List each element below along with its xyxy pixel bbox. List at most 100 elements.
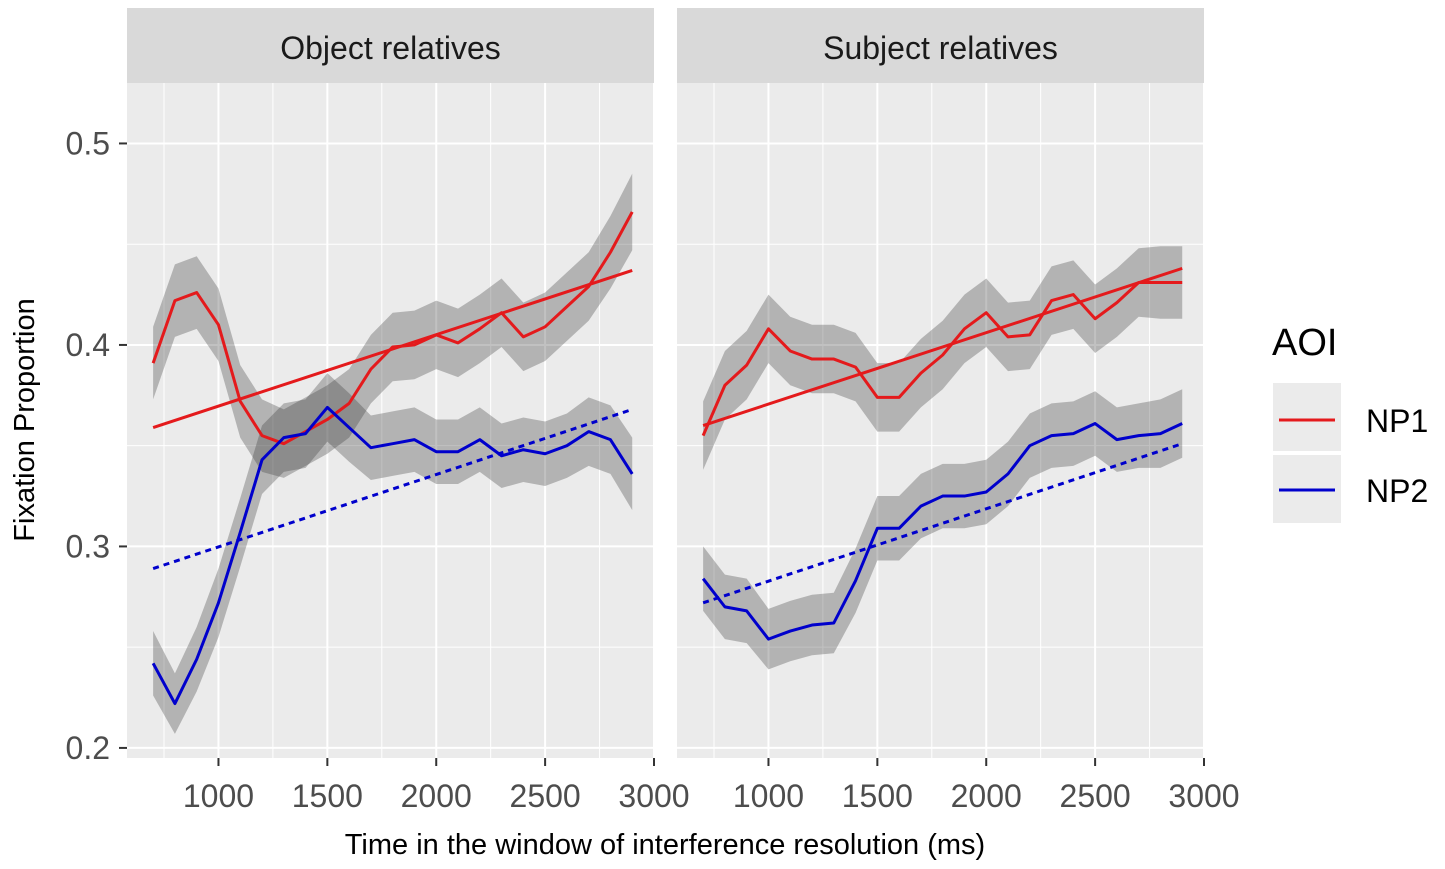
ribbon-np1-subject-relatives	[703, 246, 1183, 470]
data-point-np1	[565, 305, 568, 308]
data-point-np2	[391, 442, 394, 445]
data-point-np2	[876, 527, 879, 530]
data-point-np2	[702, 577, 705, 580]
panel-object-relatives: Object relatives	[127, 8, 655, 758]
data-point-np2	[435, 450, 438, 453]
y-tick-label: 0.5	[66, 125, 110, 161]
data-point-np1	[832, 358, 835, 361]
data-point-np1	[919, 372, 922, 375]
x-tick-label: 2500	[510, 778, 581, 814]
data-point-np2	[1007, 472, 1010, 475]
data-point-np1	[1007, 335, 1010, 338]
legend-key-np1	[1273, 383, 1341, 451]
data-point-np2	[1159, 432, 1162, 435]
series-line-np2-subject-relatives	[701, 422, 1183, 641]
data-point-np2	[457, 450, 460, 453]
data-point-np2	[195, 658, 198, 661]
data-point-np1	[282, 442, 285, 445]
y-axis-title: Fixation Proportion	[9, 298, 41, 541]
data-point-np2	[304, 432, 307, 435]
series-line-np1-subject-relatives	[701, 280, 1183, 437]
data-point-np2	[587, 430, 590, 433]
data-point-np2	[217, 601, 220, 604]
x-tick-label: 2000	[401, 778, 472, 814]
x-tick-label: 3000	[618, 778, 689, 814]
data-point-np1	[723, 384, 726, 387]
data-point-np1	[239, 400, 242, 403]
data-point-np1	[587, 285, 590, 288]
data-point-np2	[261, 458, 264, 461]
data-point-np2	[919, 505, 922, 508]
data-point-np2	[173, 702, 176, 705]
data-point-np1	[941, 354, 944, 357]
data-point-np2	[1094, 422, 1097, 425]
data-point-np1	[898, 396, 901, 399]
data-point-np2	[745, 609, 748, 612]
fit-line-np2-object-relatives	[152, 407, 633, 571]
series-line-np2-object-relatives	[151, 405, 634, 706]
y-axis: 0.2 0.3 0.4 0.5	[66, 125, 127, 766]
x-axis-object-relatives: 1000 1500 2000 2500 3000	[183, 758, 690, 814]
data-point-np2	[789, 630, 792, 633]
fit-line-np1-subject-relatives	[702, 266, 1183, 427]
panel-subject-relatives-marks	[677, 83, 1205, 758]
legend: AOI NP1 NP2	[1272, 322, 1428, 523]
x-tick-label: 1500	[292, 778, 363, 814]
data-point-np1	[522, 335, 525, 338]
ribbon-np2-subject-relatives	[703, 389, 1183, 670]
panel-subject-relatives-title: Subject relatives	[823, 30, 1058, 66]
data-point-np1	[217, 323, 220, 326]
series-line-np1-object-relatives	[151, 211, 634, 446]
data-point-np1	[702, 434, 705, 437]
data-point-np1	[544, 325, 547, 328]
panel-subject-relatives-background	[677, 83, 1204, 758]
panel-object-relatives-strip	[127, 8, 654, 83]
x-tick-label: 1000	[183, 778, 254, 814]
y-tick-label: 0.2	[66, 730, 110, 766]
data-point-np1	[631, 210, 634, 213]
data-point-np1	[413, 343, 416, 346]
panel-object-relatives-background	[127, 83, 654, 758]
data-point-np1	[348, 402, 351, 405]
data-point-np1	[261, 434, 264, 437]
x-axis-title: Time in the window of interference resol…	[345, 829, 985, 861]
data-point-np1	[767, 327, 770, 330]
data-point-np1	[478, 327, 481, 330]
data-point-np1	[152, 362, 155, 365]
data-point-np2	[609, 438, 612, 441]
data-point-np2	[832, 622, 835, 625]
x-tick-label: 1000	[733, 778, 804, 814]
data-point-np1	[745, 364, 748, 367]
panel-object-relatives-marks	[127, 83, 655, 758]
data-point-np1	[1050, 299, 1053, 302]
data-point-np2	[282, 436, 285, 439]
y-tick-label: 0.3	[66, 528, 110, 564]
data-point-np2	[963, 495, 966, 498]
legend-label-np1: NP1	[1366, 403, 1428, 439]
data-point-np1	[1137, 281, 1140, 284]
data-point-np2	[631, 472, 634, 475]
data-point-np1	[500, 311, 503, 314]
data-point-np2	[1050, 434, 1053, 437]
x-axis-subject-relatives: 1000 1500 2000 2500 3000	[733, 758, 1240, 814]
data-point-np2	[522, 448, 525, 451]
data-point-np2	[1181, 422, 1184, 425]
x-tick-label: 2000	[951, 778, 1022, 814]
data-point-np1	[391, 345, 394, 348]
data-point-np1	[609, 251, 612, 254]
data-point-np1	[457, 341, 460, 344]
data-point-np2	[326, 406, 329, 409]
data-point-np2	[811, 624, 814, 627]
data-point-np2	[565, 444, 568, 447]
data-point-np2	[1137, 434, 1140, 437]
data-point-np1	[1115, 301, 1118, 304]
data-point-np1	[811, 358, 814, 361]
ribbon-np1-object-relatives	[153, 173, 633, 478]
data-point-np1	[1094, 317, 1097, 320]
x-tick-label: 1500	[842, 778, 913, 814]
data-point-np2	[854, 579, 857, 582]
data-point-np2	[723, 605, 726, 608]
data-point-np1	[326, 418, 329, 421]
data-point-np1	[369, 368, 372, 371]
